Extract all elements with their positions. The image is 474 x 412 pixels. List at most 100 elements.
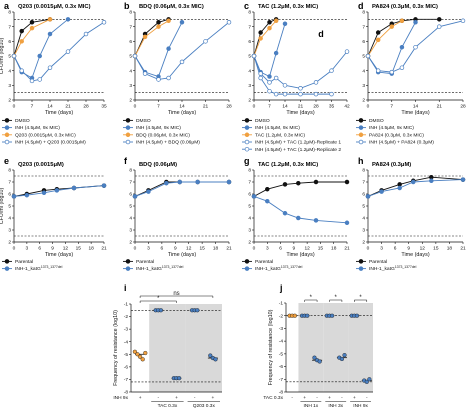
legend-entry: INH (4.5μM) + PA824 (0.3μM)	[369, 140, 434, 146]
y-tick-label: 3	[362, 83, 365, 89]
chart-g: g TAC (1.2μM, 0.3x MIC) 2 3 4 5 6 7 8 0 3 6 9 12 15 18 2…	[242, 156, 350, 272]
y-tick-label: 4	[248, 68, 251, 74]
significance-bracket	[139, 300, 177, 303]
x-tick-label: 28	[460, 104, 466, 110]
panel-title: TAC (1.2μM, 0.3x MIC)	[258, 162, 318, 168]
data-point	[142, 34, 148, 40]
significance-bracket	[139, 295, 214, 298]
series-line	[13, 18, 51, 57]
y-tick-label: 2	[362, 98, 365, 104]
group-background	[185, 304, 222, 392]
data-point	[37, 77, 42, 82]
y-tick-label: 7	[248, 24, 251, 30]
panel-letter: d	[358, 1, 364, 11]
legend-entry: DMSO	[369, 118, 384, 124]
row-value: +	[303, 396, 306, 401]
y-tick-label: 5	[129, 54, 132, 60]
x-tick-label: 21	[101, 246, 107, 252]
chart-f: f BDQ (0.06μM) 2 3 4 5 6 7 8 0 3 6 9 12 15 18 21 Time (da…	[123, 156, 232, 272]
legend-entry: DMSO	[255, 118, 270, 124]
data-point	[365, 194, 371, 199]
legend-text: INH-1_katG	[15, 266, 41, 272]
y-tick-label: 6	[129, 39, 132, 45]
legend-text: INH (4.5μM) + TAC (1.2μM)-Replicate 2	[255, 147, 341, 153]
data-point	[296, 215, 301, 221]
chart-b: b BDQ (0.06μM, 0.3x MIC) 2 3 4 5 6 7 8 0 7 14 21 28 Ti…	[123, 1, 232, 146]
legend-marker	[358, 139, 364, 145]
legend-marker	[4, 139, 10, 145]
x-tick-label: 14	[413, 104, 419, 110]
series-line	[134, 18, 169, 57]
y-tick-label: -4	[279, 339, 284, 345]
y-tick-label: -1	[279, 301, 284, 307]
x-tick-label: 12	[420, 246, 426, 252]
data-point	[138, 354, 143, 359]
legend-marker	[125, 139, 131, 145]
y-tick-label: 8	[362, 10, 365, 16]
data-point	[282, 91, 288, 97]
data-point	[65, 17, 71, 22]
legend-marker	[125, 259, 131, 264]
y-tick-label: 4	[8, 68, 11, 74]
legend-text: DMSO	[255, 118, 270, 124]
panel-letter: b	[124, 1, 130, 11]
y-axis-label: CFU/ml (log10)	[0, 38, 5, 75]
x-tick-label: 6	[279, 246, 282, 252]
x-tick-label: 18	[331, 246, 337, 252]
x-tick-label: 0	[134, 104, 137, 110]
data-point	[54, 188, 60, 193]
panel-title: TAC (1.2μM, 0.3x MIC)	[258, 4, 318, 10]
y-tick-label: 3	[8, 228, 11, 234]
x-tick-label: 18	[213, 246, 219, 252]
y-tick-label: 3	[248, 83, 251, 89]
row-value: +	[328, 396, 331, 401]
y-tick-label: -3	[279, 326, 284, 332]
legend-marker	[244, 266, 250, 271]
legend-marker	[244, 139, 250, 145]
legend-entry: INH-1_katG1373_1377del	[136, 265, 184, 272]
legend-marker	[4, 125, 10, 130]
row-value: -	[341, 396, 343, 401]
data-point	[298, 91, 303, 97]
data-point	[177, 376, 182, 381]
x-tick-label: 14	[47, 104, 53, 110]
y-tick-label: -4	[124, 339, 129, 345]
data-point	[166, 18, 171, 24]
significance-label: *	[335, 295, 338, 301]
data-point	[179, 59, 185, 65]
data-point	[354, 313, 360, 318]
x-axis-label: Time (days)	[168, 110, 196, 116]
data-point	[19, 39, 24, 44]
data-point	[437, 17, 442, 22]
x-axis-label: Time (days)	[45, 252, 73, 258]
data-point	[282, 210, 288, 216]
y-tick-label: 6	[362, 39, 365, 45]
legend-marker	[125, 132, 131, 138]
y-tick-label: 5	[8, 204, 11, 210]
row-value: -	[157, 396, 159, 401]
legend-entry: INH (4.5μM, 9x MIC)	[369, 125, 414, 131]
legend-marker	[244, 132, 250, 138]
panel-letter: g	[244, 156, 250, 166]
group-label: INH 3x	[328, 403, 343, 409]
data-point	[251, 194, 257, 199]
data-point	[437, 24, 442, 29]
data-point	[317, 359, 322, 364]
data-point	[344, 179, 350, 185]
y-tick-label: 7	[8, 180, 11, 186]
legend-entry: Parental	[369, 259, 387, 265]
data-point	[413, 20, 418, 25]
x-tick-label: 21	[203, 104, 209, 110]
legend-marker	[4, 132, 10, 138]
data-point	[135, 352, 140, 357]
legend-text: INH (4.5μM) + BDQ (0.06μM)	[136, 140, 200, 146]
legend-marker	[4, 118, 10, 123]
x-tick-label: 9	[51, 246, 54, 252]
data-point	[29, 25, 35, 31]
x-axis-label: Time (days)	[401, 110, 429, 116]
legend-text: BDQ (0.06μM, 0.3x MIC)	[136, 132, 190, 138]
legend-entry: INH (4.5μM) + Q203 (0.0015μM)	[15, 140, 86, 146]
legend-text: Q203 (0.0015μM, 0.3x MIC)	[15, 132, 76, 138]
x-axis-label: Time (days)	[286, 110, 314, 116]
